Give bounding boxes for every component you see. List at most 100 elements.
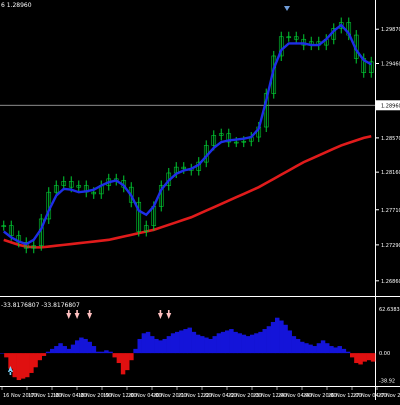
histogram-bar — [158, 340, 163, 354]
histogram-bar — [154, 338, 159, 354]
period-marker — [284, 6, 290, 11]
histogram-bar — [216, 333, 222, 354]
histogram-bar — [12, 353, 17, 378]
histogram-bar — [70, 344, 76, 354]
histogram-bar — [354, 353, 359, 364]
candle-body — [76, 185, 82, 188]
oscillator-tick-label: -38.92 — [379, 379, 395, 385]
histogram-bar — [229, 329, 234, 354]
candle-body — [181, 166, 187, 170]
histogram-bar — [179, 330, 184, 354]
candle-body — [136, 201, 142, 232]
histogram-bar — [283, 324, 288, 354]
oscillator-header: -33.8176807 -33.8176807 — [1, 302, 80, 309]
histogram-bar — [33, 353, 38, 368]
time-tick-label: 26 Nov 12:00 — [328, 393, 362, 399]
time-tick-label: 20 Nov 04:00 — [128, 393, 162, 399]
slow-moving-average — [3, 134, 372, 249]
candle-body — [241, 140, 247, 143]
histogram-bar — [8, 353, 13, 369]
signal-arrows — [7, 310, 172, 375]
histogram-bar — [187, 327, 192, 354]
candle-body — [1, 225, 7, 227]
histogram-bar — [304, 343, 309, 354]
histogram-bar — [362, 353, 367, 362]
candle-body — [286, 36, 292, 39]
histogram-bar — [308, 344, 313, 354]
histogram-bar — [100, 351, 105, 354]
histogram-bar — [29, 353, 34, 373]
histogram-bar — [212, 336, 217, 354]
price-candles — [1, 17, 374, 254]
histogram-bar — [262, 329, 267, 354]
histogram-bar — [137, 338, 142, 354]
candle-body — [53, 185, 59, 193]
oscillator-value-2: -33.8176807 — [41, 302, 80, 309]
histogram-bar — [287, 330, 292, 354]
time-tick-label: 20 Nov 20:00 — [153, 393, 187, 399]
histogram-bar — [237, 333, 242, 354]
histogram-bar — [45, 351, 51, 354]
current-price-box — [376, 100, 400, 111]
histogram-bar — [41, 353, 47, 356]
histogram-bar — [208, 338, 213, 354]
fast-ma-line — [3, 23, 372, 246]
histogram-bar — [233, 331, 238, 354]
histogram-bar — [125, 353, 130, 371]
histogram-bar — [345, 351, 351, 354]
histogram-bar — [25, 353, 30, 378]
histogram-bar — [250, 334, 255, 354]
candle-body — [8, 225, 14, 236]
time-tick-label: 17 Nov 12:00 — [28, 393, 62, 399]
oscillator-tick-label: 62.63831 — [379, 307, 400, 313]
histogram-bar — [329, 346, 334, 354]
sell-arrow-icon — [74, 310, 80, 319]
time-tick-label: 27 Nov 20:00 — [378, 393, 400, 399]
histogram-bar — [162, 338, 167, 354]
time-tick-label: 27 Nov 04:00 — [353, 393, 387, 399]
histogram-bar — [75, 340, 80, 354]
price-tick-label: 1.28160 — [381, 170, 400, 176]
histogram-bar — [258, 331, 263, 354]
price-tick-label: 1.29460 — [381, 61, 400, 67]
histogram-bar — [254, 333, 259, 354]
histogram-bar — [325, 343, 330, 354]
price-tick-label: 1.27290 — [381, 243, 400, 249]
histogram-bar — [83, 338, 88, 354]
histogram-bar — [91, 346, 97, 354]
histogram-bar — [204, 337, 209, 354]
histogram-bar — [312, 346, 317, 354]
slow-ma-line — [3, 134, 372, 249]
candle-body — [218, 133, 224, 136]
candle-body — [91, 191, 97, 195]
histogram-bar — [220, 331, 226, 354]
oscillator-tick-label: 0.00 — [379, 351, 390, 357]
histogram-bar — [120, 353, 126, 375]
histogram-bar — [175, 331, 180, 354]
fast-moving-average — [3, 23, 372, 246]
histogram-bar — [4, 353, 9, 358]
histogram-bar — [16, 353, 22, 381]
time-tick-label: 22 Nov 20:00 — [228, 393, 262, 399]
candle-body — [61, 181, 67, 186]
candle-body — [301, 38, 307, 46]
sell-arrow-icon — [66, 310, 72, 319]
histogram-bar — [112, 353, 117, 358]
histogram-bar — [266, 326, 272, 354]
price-tick-label: 1.28570 — [381, 136, 400, 142]
candle-body — [23, 242, 29, 249]
histogram-bar — [129, 353, 134, 361]
histogram-bar — [66, 348, 72, 354]
histogram-bar — [300, 341, 305, 354]
histogram-bar — [87, 341, 92, 354]
histogram-bar — [245, 336, 251, 354]
histogram-bar — [291, 336, 297, 354]
histogram-bar — [183, 329, 188, 354]
header-info: 1.28960 — [6, 2, 32, 9]
histogram-bar — [333, 347, 338, 354]
histogram-bar — [79, 337, 84, 354]
histogram-bar — [337, 346, 342, 354]
